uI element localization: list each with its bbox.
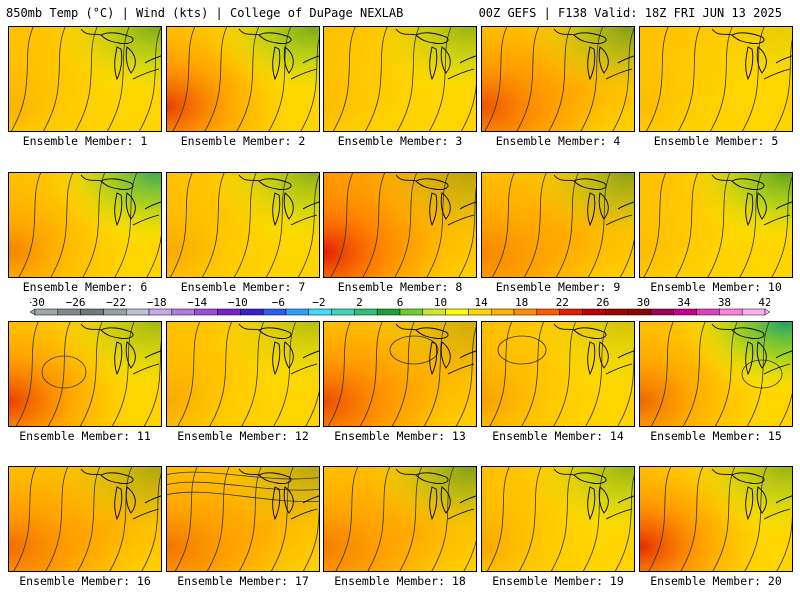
ensemble-member-map [639, 26, 793, 132]
colorbar-swatch [696, 308, 720, 316]
ensemble-member-map [481, 26, 635, 132]
colorbar-swatch [194, 308, 218, 316]
colorbar-swatch [285, 308, 309, 316]
ensemble-member-map [481, 466, 635, 572]
run-valid-time: 00Z GEFS | F138 Valid: 18Z FRI JUN 13 20… [478, 6, 782, 20]
ensemble-member-label: Ensemble Member: 4 [495, 134, 621, 148]
ensemble-member-map [481, 172, 635, 278]
colorbar-tick-label: −18 [147, 296, 167, 309]
colorbar-tick-label: 38 [718, 296, 731, 309]
ensemble-member-label: Ensemble Member: 20 [650, 574, 782, 588]
colorbar-swatch [103, 308, 127, 316]
colorbar-tick-label: 10 [434, 296, 447, 309]
chart-title: 850mb Temp (°C) | Wind (kts) | College o… [6, 6, 404, 20]
colorbar-tick-label: 34 [677, 296, 691, 309]
colorbar-tick-label: −2 [312, 296, 325, 309]
colorbar-arrow-right [764, 308, 770, 316]
ensemble-member-map [166, 466, 320, 572]
ensemble-member-map [166, 321, 320, 427]
colorbar-swatch [217, 308, 241, 316]
colorbar-swatch [468, 308, 492, 316]
ensemble-member-label: Ensemble Member: 17 [177, 574, 309, 588]
ensemble-member-label: Ensemble Member: 2 [180, 134, 306, 148]
colorbar-swatch [262, 308, 287, 316]
colorbar-swatch [376, 308, 401, 316]
colorbar-swatch [126, 308, 150, 316]
colorbar-tick-label: 22 [556, 296, 569, 309]
colorbar-swatch [605, 308, 629, 316]
colorbar-swatch [308, 308, 332, 316]
ensemble-member-label: Ensemble Member: 6 [22, 280, 148, 294]
colorbar-tick-label: 18 [515, 296, 528, 309]
colorbar-swatch [582, 308, 606, 316]
colorbar-swatch [399, 308, 424, 316]
colorbar-swatch [536, 308, 560, 316]
ensemble-member-map [323, 321, 477, 427]
colorbar-swatch [719, 308, 743, 316]
colorbar-swatch [354, 308, 378, 316]
colorbar-tick-label: −30 [30, 296, 45, 309]
ensemble-member-label: Ensemble Member: 7 [180, 280, 306, 294]
ensemble-member-map [639, 321, 793, 427]
ensemble-member-map [323, 466, 477, 572]
colorbar-swatch [650, 308, 674, 316]
colorbar-swatch [741, 308, 766, 316]
colorbar-tick-label: 6 [397, 296, 404, 309]
ensemble-member-label: Ensemble Member: 9 [495, 280, 621, 294]
colorbar-arrow-left [30, 308, 36, 316]
colorbar-swatch [627, 308, 652, 316]
colorbar-swatch [422, 308, 446, 316]
colorbar-swatch [80, 308, 104, 316]
colorbar-swatch [673, 308, 697, 316]
ensemble-member-label: Ensemble Member: 3 [337, 134, 463, 148]
colorbar-swatch [57, 308, 81, 316]
colorbar-tick-label: −6 [272, 296, 285, 309]
colorbar-swatch [148, 308, 173, 316]
colorbar-tick-label: 26 [596, 296, 609, 309]
ensemble-member-map [323, 172, 477, 278]
colorbar-tick-label: 2 [356, 296, 363, 309]
ensemble-member-label: Ensemble Member: 18 [334, 574, 466, 588]
colorbar-swatch [491, 308, 515, 316]
ensemble-member-label: Ensemble Member: 11 [19, 429, 151, 443]
ensemble-member-map [166, 26, 320, 132]
ensemble-member-label: Ensemble Member: 13 [334, 429, 466, 443]
ensemble-member-map [166, 172, 320, 278]
colorbar-tick-label: −14 [187, 296, 207, 309]
colorbar-tick-label: 14 [474, 296, 488, 309]
ensemble-member-label: Ensemble Member: 16 [19, 574, 151, 588]
ensemble-member-map [323, 26, 477, 132]
ensemble-member-label: Ensemble Member: 8 [337, 280, 463, 294]
ensemble-member-map [8, 26, 162, 132]
ensemble-member-map [8, 321, 162, 427]
colorbar-tick-label: 30 [637, 296, 650, 309]
ensemble-member-map [639, 466, 793, 572]
colorbar-tick-label: −10 [228, 296, 248, 309]
ensemble-member-label: Ensemble Member: 1 [22, 134, 148, 148]
colorbar-tick-label: −22 [106, 296, 126, 309]
ensemble-member-map [8, 466, 162, 572]
ensemble-member-label: Ensemble Member: 19 [492, 574, 624, 588]
colorbar-swatch [331, 308, 355, 316]
ensemble-member-map [8, 172, 162, 278]
ensemble-member-map [639, 172, 793, 278]
colorbar-swatch [34, 308, 59, 316]
ensemble-member-label: Ensemble Member: 12 [177, 429, 309, 443]
colorbar-tick-label: −26 [66, 296, 86, 309]
colorbar-swatch [171, 308, 195, 316]
colorbar-swatch [559, 308, 583, 316]
temperature-colorbar: −30−26−22−18−14−10−6−2261014182226303438… [30, 296, 770, 316]
ensemble-member-map [481, 321, 635, 427]
colorbar-tick-label: 42 [758, 296, 770, 309]
colorbar-swatch [445, 308, 469, 316]
ensemble-member-label: Ensemble Member: 15 [650, 429, 782, 443]
ensemble-member-label: Ensemble Member: 5 [653, 134, 779, 148]
ensemble-member-label: Ensemble Member: 14 [492, 429, 624, 443]
colorbar-swatch [240, 308, 264, 316]
colorbar-swatch [513, 308, 538, 316]
ensemble-member-label: Ensemble Member: 10 [650, 280, 782, 294]
